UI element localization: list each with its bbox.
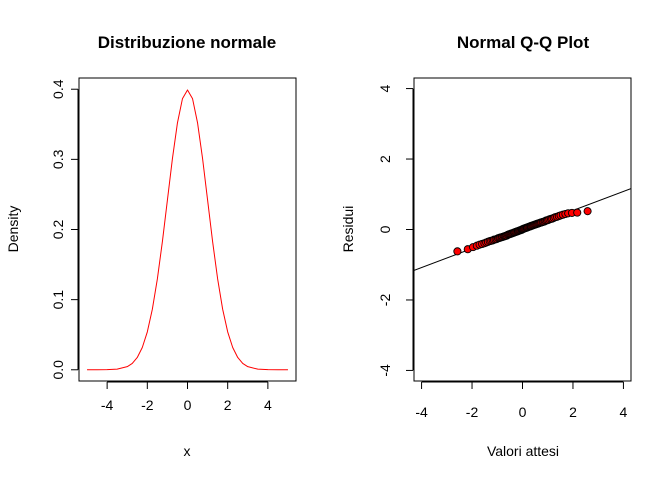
density-series: [87, 89, 288, 371]
qq-x-axis-label: Valori attesi: [487, 443, 559, 459]
qq-chart-title: Normal Q-Q Plot: [457, 33, 590, 52]
qq-x-tick-label: -4: [415, 404, 428, 420]
density-x-tick-label: 4: [264, 397, 272, 413]
qq-y-tick-label: 2: [377, 155, 393, 163]
density-panel: Distribuzione normale -4 -2 0 2 4 0.00.10.20…: [5, 33, 297, 459]
qq-x-tick-label: 2: [569, 404, 577, 420]
qq-point: [583, 207, 592, 216]
density-y-tick-label: 0.3: [50, 149, 66, 169]
density-y-tick-label: 0.0: [50, 360, 66, 380]
qq-plot-frame: [413, 77, 632, 382]
density-chart-title: Distribuzione normale: [98, 33, 277, 52]
qq-y-tick-label: 0: [377, 225, 393, 233]
density-x-tick-label: 2: [224, 397, 232, 413]
qq-x-tick-label: -2: [466, 404, 479, 420]
qq-y-tick-label: -4: [377, 364, 393, 377]
density-x-axis-label: x: [184, 443, 191, 459]
qq-panel: Normal Q-Q Plot -4 -2 0 2 4 -4 -2 0 2 4 Valori a…: [340, 33, 632, 459]
density-x-tick-label: -2: [141, 397, 154, 413]
density-plot-frame: [78, 77, 297, 382]
qq-y-axis-label: Residui: [340, 206, 356, 253]
density-x-tick-label: -4: [101, 397, 114, 413]
qq-point: [573, 208, 582, 217]
qq-x-tick-label: 4: [620, 404, 628, 420]
qq-y-tick-label: -2: [377, 294, 393, 307]
density-curve: [87, 89, 288, 371]
qq-y-axis: -4 -2 0 2 4: [377, 84, 414, 377]
qq-x-tick-label: 0: [519, 404, 527, 420]
density-y-axis-label: Density: [5, 206, 21, 253]
density-y-tick-label: 0.1: [50, 290, 66, 310]
qq-point: [453, 247, 462, 256]
density-x-axis: -4 -2 0 2 4: [101, 381, 272, 413]
density-x-tick-label: 0: [184, 397, 192, 413]
density-y-axis: 0.0 0.1 0.2 0.3 0.4: [50, 79, 79, 380]
qq-y-tick-label: 4: [377, 84, 393, 92]
density-y-tick-label: 0.4: [50, 79, 66, 99]
density-y-tick-label: 0.2: [50, 220, 66, 240]
qq-points: [453, 207, 592, 256]
qq-x-axis: -4 -2 0 2 4: [415, 381, 628, 420]
